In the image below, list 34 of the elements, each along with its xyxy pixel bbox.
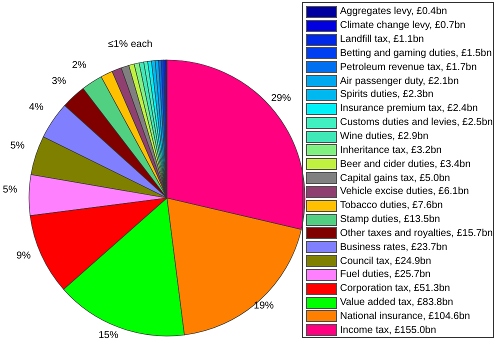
text: ≤1% each	[108, 39, 152, 50]
legend-label: Stamp duties, £13.5bn	[340, 214, 440, 226]
data-label: 15%	[98, 330, 119, 341]
data-label: 5%	[10, 140, 25, 152]
legend-label: Landfill tax, £1.1bn	[340, 34, 424, 46]
legend-label: Business rates, £23.7bn	[340, 242, 448, 253]
legend-label: Wine duties, £2.9bn	[340, 131, 428, 142]
data-label: 2%	[72, 60, 87, 72]
legend-label: Customs duties and levies, £2.5bn	[340, 117, 493, 128]
legend-label: Income tax, £155.0bn	[340, 324, 436, 336]
legend-label: Inheritance tax, £3.2bn	[340, 144, 442, 156]
legend-label: Capital gains tax, £5.0bn	[340, 172, 450, 184]
legend-label: Betting and gaming duties, £1.5bn	[340, 48, 492, 59]
data-label: 29%	[271, 93, 292, 104]
legend-label: Tobacco duties, £7.6bn	[340, 200, 443, 212]
legend-label: Corporation tax, £51.3bn	[340, 283, 450, 294]
legend-label: Air passenger duty, £2.1bn	[340, 76, 459, 87]
legend-label: Insurance premium tax, £2.4bn	[340, 103, 478, 114]
legend-label: Vehicle excise duties, £6.1bn	[340, 186, 469, 198]
legend-label: Petroleum revenue tax, £1.7bn	[340, 62, 477, 73]
legend-label: Fuel duties, £25.7bn	[340, 269, 431, 280]
legend-label: Other taxes and royalties, £15.7bn	[340, 228, 493, 239]
data-label: 9%	[16, 250, 31, 262]
legend-label: Climate change levy, £0.7bn	[340, 20, 466, 32]
data-label: 3%	[52, 76, 66, 87]
data-label: 4%	[29, 102, 44, 114]
legend-label: Spirits duties, £2.3bn	[340, 89, 434, 100]
legend-label: Beer and cider duties, £3.4bn	[340, 158, 471, 170]
legend-label: National insurance, £104.6bn	[340, 310, 470, 322]
data-label: 19%	[254, 300, 274, 312]
data-label: 5%	[2, 184, 18, 196]
legend-label: Aggregates levy, £0.4bn	[340, 6, 448, 18]
legend-label: Value added tax, £83.8bn	[340, 297, 454, 308]
legend-label: Council tax, £24.9bn	[340, 256, 432, 267]
